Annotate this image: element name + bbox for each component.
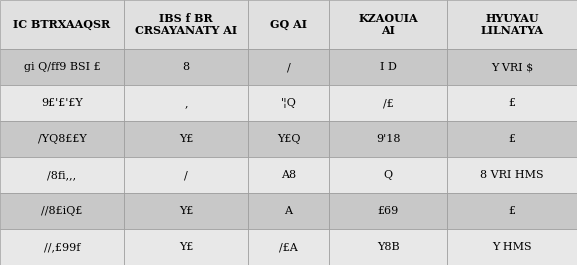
Bar	[329, 229, 447, 265]
Text: //,£99f: //,£99f	[44, 242, 80, 252]
Text: 8 VRI HMS: 8 VRI HMS	[480, 170, 544, 180]
Bar	[248, 229, 329, 265]
Text: /£A: /£A	[279, 242, 298, 252]
Text: GQ AI: GQ AI	[270, 19, 307, 30]
Bar	[248, 193, 329, 229]
Text: /£: /£	[383, 98, 394, 108]
Text: Y VRI $: Y VRI $	[491, 62, 533, 72]
Text: 8: 8	[182, 62, 190, 72]
Bar	[248, 157, 329, 193]
Bar	[329, 157, 447, 193]
Text: Y£Q: Y£Q	[277, 134, 300, 144]
Bar	[329, 0, 447, 49]
Bar	[124, 121, 248, 157]
Text: Y HMS: Y HMS	[492, 242, 532, 252]
Text: /8fi,,,: /8fi,,,	[47, 170, 77, 180]
Bar	[329, 121, 447, 157]
Text: £: £	[508, 98, 516, 108]
Bar	[447, 229, 577, 265]
Text: 9£'£'£Y: 9£'£'£Y	[41, 98, 83, 108]
Bar	[0, 193, 124, 229]
Bar	[0, 49, 124, 85]
Bar	[447, 0, 577, 49]
Text: /: /	[287, 62, 290, 72]
Bar	[447, 121, 577, 157]
Text: IBS f BR
CRSAYANATY AI: IBS f BR CRSAYANATY AI	[135, 13, 237, 36]
Bar	[248, 85, 329, 121]
Text: ,: ,	[184, 98, 188, 108]
Bar	[248, 0, 329, 49]
Bar	[329, 193, 447, 229]
Text: £: £	[508, 206, 516, 216]
Text: Y8B: Y8B	[377, 242, 399, 252]
Bar	[0, 0, 124, 49]
Text: I D: I D	[380, 62, 396, 72]
Text: IC BTRXAAQSR: IC BTRXAAQSR	[13, 19, 111, 30]
Bar	[0, 157, 124, 193]
Bar	[124, 157, 248, 193]
Bar	[248, 49, 329, 85]
Text: /YQ8££Y: /YQ8££Y	[38, 134, 87, 144]
Bar	[447, 157, 577, 193]
Text: //8£iQ£: //8£iQ£	[42, 206, 83, 216]
Bar	[124, 49, 248, 85]
Bar	[329, 49, 447, 85]
Bar	[124, 0, 248, 49]
Text: HYUYAU
LILNATYA: HYUYAU LILNATYA	[481, 13, 544, 36]
Bar	[0, 229, 124, 265]
Text: Q: Q	[384, 170, 392, 180]
Text: Y£: Y£	[179, 206, 193, 216]
Bar	[248, 121, 329, 157]
Bar	[447, 193, 577, 229]
Bar	[447, 49, 577, 85]
Text: '¦Q: '¦Q	[280, 98, 297, 108]
Bar	[124, 85, 248, 121]
Bar	[0, 85, 124, 121]
Bar	[0, 121, 124, 157]
Bar	[329, 85, 447, 121]
Bar	[447, 85, 577, 121]
Text: /: /	[184, 170, 188, 180]
Text: £: £	[508, 134, 516, 144]
Text: A: A	[284, 206, 293, 216]
Text: Y£: Y£	[179, 242, 193, 252]
Text: 9'18: 9'18	[376, 134, 400, 144]
Text: Y£: Y£	[179, 134, 193, 144]
Text: A8: A8	[281, 170, 296, 180]
Bar	[124, 193, 248, 229]
Text: KZAOUIA
AI: KZAOUIA AI	[358, 13, 418, 36]
Bar	[124, 229, 248, 265]
Text: gi Q/ff9 BSI £: gi Q/ff9 BSI £	[24, 62, 100, 72]
Text: £69: £69	[377, 206, 399, 216]
